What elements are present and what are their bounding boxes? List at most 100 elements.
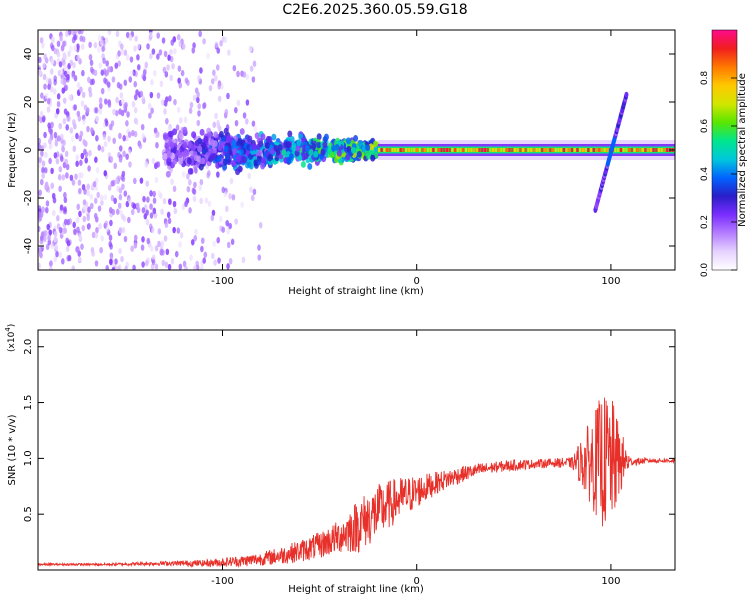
spectrogram-broad-cell (239, 128, 245, 135)
spectrogram-noise-cell (126, 111, 130, 118)
spectrogram-noise-cell (90, 127, 94, 134)
spectrogram-noise-cell (104, 120, 109, 127)
spectrogram-noise-cell (133, 177, 137, 185)
spectrogram-noise-cell (78, 210, 82, 218)
spectrogram-carrier-cell (535, 148, 538, 152)
spectrogram-carrier-cell (459, 148, 462, 152)
spectrogram-carrier-cell (415, 148, 419, 152)
spectrogram-noise-cell (80, 172, 84, 179)
spectrogram-noise-cell (160, 208, 164, 215)
spectrogram-noise-cell (72, 145, 77, 152)
spectrogram-carrier-cell (462, 148, 465, 152)
spectrogram-carrier-cell (434, 148, 438, 152)
spectrogram-noise-cell (53, 79, 57, 86)
spectrogram-noise-cell (78, 187, 82, 195)
spectrogram-noise-cell (198, 30, 203, 38)
spectrogram-broad-cell (313, 150, 319, 158)
spectrogram-noise-cell (128, 161, 132, 168)
spectrogram-noise-cell (125, 31, 130, 39)
spectrogram-noise-cell (154, 263, 159, 270)
spectrogram-noise-cell (236, 99, 241, 107)
spectrogram-noise-cell (52, 209, 56, 217)
spectrogram-broad-cell (163, 133, 169, 141)
spectrogram-carrier-cell (647, 148, 650, 152)
spectrogram-noise-cell (38, 69, 42, 76)
spectrogram-carrier-cell (595, 148, 598, 152)
spectrogram-noise-cell (228, 193, 232, 200)
spectrogram-broad-cell (208, 147, 214, 155)
spectrogram-noise-cell (59, 204, 64, 211)
spectrogram-carrier-cell (581, 148, 584, 152)
spectrogram-noise-cell (151, 258, 156, 266)
spectrogram-noise-cell (41, 206, 45, 213)
colorbar-tick-label: 0.8 (700, 71, 710, 86)
spectrogram-noise-cell (124, 101, 128, 109)
spectrogram-noise-cell (40, 92, 44, 99)
spectrogram-noise-cell (79, 35, 84, 42)
spectrogram-noise-cell (61, 87, 66, 94)
spectrogram-noise-cell (162, 66, 167, 74)
spectrogram-noise-cell (48, 157, 52, 165)
spectrogram-noise-cell (170, 178, 174, 185)
spectrogram-noise-cell (172, 226, 176, 234)
spectrogram-noise-cell (41, 166, 45, 174)
spectrogram-noise-cell (97, 34, 102, 42)
spectrogram-noise-cell (43, 83, 47, 90)
svg-text:(x104): (x104) (4, 324, 17, 352)
spectrogram-noise-cell (123, 190, 128, 197)
spectrogram-carrier-cell (576, 148, 579, 152)
spectrogram-noise-cell (94, 216, 99, 223)
spectrogram-carrier-cell (386, 148, 389, 152)
spectrogram-broad-cell (336, 149, 342, 157)
spectrogram-broad-cell (373, 151, 379, 159)
spectrogram-broad-cell (231, 139, 237, 147)
spectrogram-noise-cell (163, 50, 168, 58)
spectrogram-noise-cell (76, 82, 81, 89)
snr-scale-prefix: (x10 (7, 331, 17, 352)
spectrogram-noise-cell (167, 198, 172, 205)
spectrogram-carrier-cell (630, 148, 633, 152)
spectrogram-noise-cell (225, 205, 229, 213)
spectrogram-noise-cell (43, 235, 47, 243)
spectrogram-noise-cell (108, 240, 113, 248)
spectrogram-carrier-cell (666, 148, 669, 152)
spectrogram-noise-cell (128, 76, 133, 83)
spectrogram-noise-cell (191, 187, 196, 194)
spectrogram-broad-cell (182, 126, 188, 134)
spectrogram-noise-cell (145, 180, 150, 187)
spectrogram-x-tick-label: -100 (211, 276, 234, 287)
spectrogram-noise-cell (122, 135, 127, 142)
spectrogram-noise-cell (103, 77, 107, 84)
spectrogram-broad-cell (353, 135, 359, 142)
spectrogram-broad-cell (168, 130, 174, 138)
spectrogram-noise-cell (130, 245, 134, 252)
spectrogram-noise-cell (96, 46, 101, 53)
spectrogram-broad-cell (260, 157, 266, 165)
spectrogram-noise-cell (70, 135, 75, 143)
spectrogram-noise-cell (247, 172, 252, 180)
spectrogram-noise-cell (172, 185, 177, 193)
spectrogram-carrier-cell (513, 148, 517, 152)
spectrogram-noise-cell (217, 257, 221, 264)
spectrogram-noise-cell (82, 204, 87, 211)
spectrogram-noise-cell (82, 215, 87, 223)
spectrogram-noise-cell (127, 149, 132, 156)
spectrogram-noise-cell (191, 47, 196, 54)
spectrogram-noise-cell (41, 160, 46, 167)
spectrogram-noise-cell (141, 133, 146, 140)
spectrogram-noise-cell (144, 259, 149, 267)
snr-y-tick-label: 2.0 (23, 339, 34, 355)
spectrogram-carrier-cell (421, 148, 424, 152)
spectrogram-noise-cell (130, 69, 134, 77)
spectrogram-noise-cell (226, 92, 230, 100)
spectrogram-noise-cell (158, 49, 163, 56)
spectrogram-carrier-cell (456, 148, 459, 152)
spectrogram-noise-cell (43, 131, 47, 139)
spectrogram-noise-cell (167, 125, 172, 133)
spectrogram-y-tick-label: -20 (23, 190, 34, 206)
spectrogram-noise-cell (44, 92, 49, 100)
spectrogram-noise-cell (150, 79, 154, 86)
spectrogram-carrier-cell (641, 148, 644, 152)
spectrogram-carrier-cell (568, 148, 571, 152)
spectrogram-noise-cell (73, 228, 77, 235)
